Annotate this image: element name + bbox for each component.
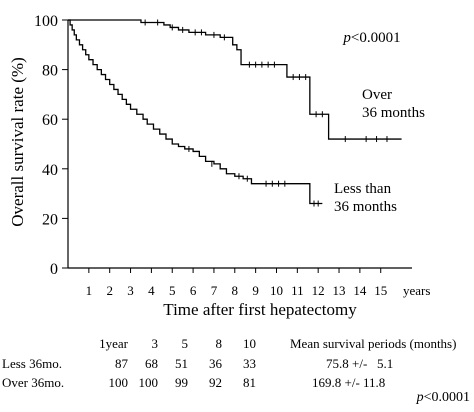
series-label: 36 months	[334, 199, 397, 215]
table-cell: 99	[175, 375, 188, 390]
y-tick-label: 60	[42, 112, 58, 129]
table-cell: 92	[209, 375, 222, 390]
x-tick-label: 13	[333, 283, 346, 298]
series-label: Less than	[334, 181, 392, 197]
chart-pvalue: p<0.0001	[342, 30, 400, 46]
table-cell: 81	[243, 375, 256, 390]
x-tick-label: 5	[169, 283, 176, 298]
x-tick-label: 7	[211, 283, 218, 298]
x-tick-label: 12	[312, 283, 325, 298]
table-mean-over: 169.8 +/- 11.8	[312, 375, 386, 390]
table-header-10yr: 10	[243, 336, 256, 351]
x-tick-label: 6	[190, 283, 197, 298]
x-tick-label: 2	[106, 283, 113, 298]
table-cell: 36	[209, 356, 222, 371]
y-tick-label: 100	[34, 13, 58, 30]
y-tick-label: 0	[50, 261, 58, 278]
labels-layer: p<0.0001 Over 36 months Less than 36 months	[334, 30, 425, 215]
table-header-5yr: 5	[181, 336, 189, 351]
table-row-label-over: Over 36mo.	[2, 375, 65, 390]
x-tick-label: 1	[86, 283, 93, 298]
series-layer	[68, 19, 402, 207]
y-tick-label: 40	[42, 162, 58, 179]
table-header-mean: Mean survival periods (months)	[290, 336, 457, 351]
x-tick-label: 9	[252, 283, 259, 298]
table-pvalue: p<0.0001	[416, 390, 470, 405]
x-tick-label: 4	[148, 283, 155, 298]
table-mean-less: 75.8 +/- 5.1	[326, 356, 394, 371]
table-cell: 87	[115, 356, 128, 371]
y-tick-label: 80	[42, 63, 58, 80]
x-tick-label: 3	[127, 283, 134, 298]
table-row-label-less: Less 36mo.	[2, 356, 62, 371]
table-header-8yr: 8	[215, 336, 223, 351]
x-tick-label: 15	[374, 283, 387, 298]
y-tick-label: 20	[42, 211, 58, 228]
table-cell: 68	[145, 356, 158, 371]
table-cell: 100	[108, 375, 129, 390]
x-axis-title: Time after first hepatectomy	[163, 300, 357, 319]
table-header-1year: 1year	[99, 336, 128, 351]
table-cell: 51	[175, 356, 188, 371]
survival-table: 1year 3 5 8 10 Mean survival periods (mo…	[0, 336, 474, 396]
x-tick-label: 8	[232, 283, 239, 298]
x-tick-label: 14	[353, 283, 367, 298]
series-label: 36 months	[362, 105, 425, 121]
table-header-3yr: 3	[151, 336, 159, 351]
series-line-less	[68, 19, 323, 205]
x-tick-label: 10	[270, 283, 283, 298]
series-label: Over	[362, 87, 392, 103]
x-tick-label: 11	[291, 283, 304, 298]
y-axis-title: Overall survival rate (%)	[8, 57, 27, 226]
x-unit-label: years	[403, 283, 430, 298]
series-line-over	[68, 19, 402, 140]
table-cell: 100	[138, 375, 159, 390]
table-cell: 33	[243, 356, 256, 371]
